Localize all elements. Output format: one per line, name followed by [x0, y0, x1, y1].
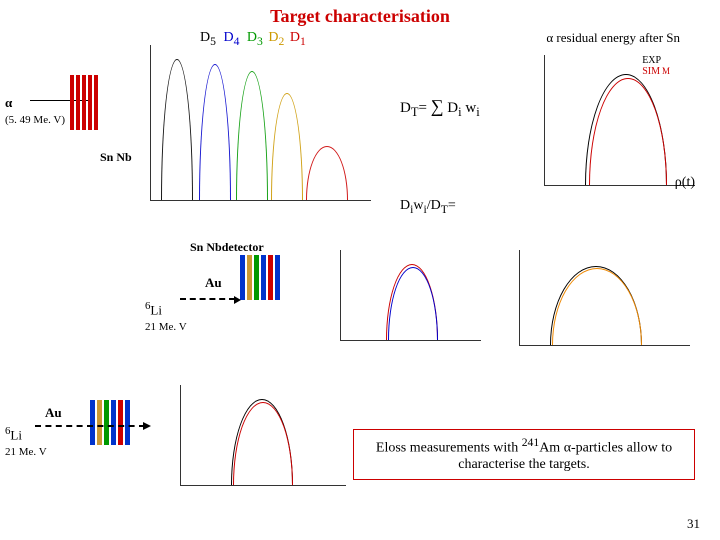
target-bars-bot [90, 400, 130, 445]
alpha-residual-label: α residual energy after Sn [546, 30, 680, 46]
li-label-bot: 6Li 21 Me. V [5, 425, 47, 459]
target-bars-mid [240, 255, 280, 300]
residual-energy-plot [544, 55, 695, 186]
small-plot-2 [519, 250, 690, 346]
diwi-formula: Diwi/DT= [400, 198, 456, 216]
au-label-bot: Au [45, 405, 62, 421]
page-number: 31 [687, 516, 700, 532]
li-arrow-bot [35, 425, 145, 427]
conclusion-box: Eloss measurements with 241Am α-particle… [353, 429, 695, 480]
small-plot-1 [340, 250, 481, 341]
au-label-mid: Au [205, 275, 222, 291]
dt-formula: DT= ∑ Di wi [400, 96, 480, 120]
page-title: Target characterisation [0, 0, 720, 27]
alpha-source: α (5. 49 Me. V) [5, 95, 65, 127]
snnb-label: Sn Nb [100, 150, 132, 165]
target-bars-top [70, 75, 98, 130]
spectrum-plot [150, 45, 371, 201]
snnb-detector-label: Sn Nbdetector [190, 240, 264, 255]
small-plot-3 [180, 385, 346, 486]
li-arrow-mid [180, 290, 240, 310]
rho-t-label: ρ(t) [675, 175, 695, 191]
